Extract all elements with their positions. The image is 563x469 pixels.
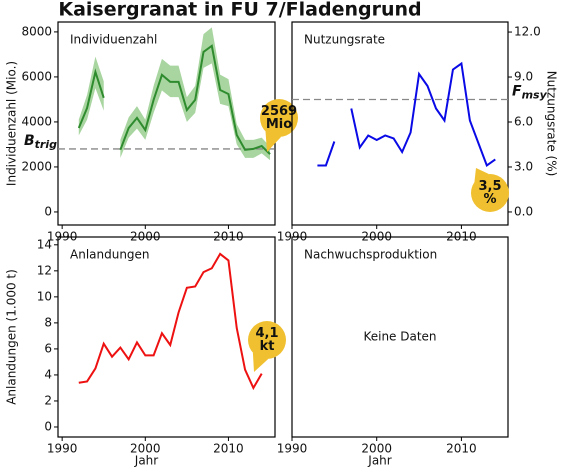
callout-bubble	[260, 99, 298, 137]
reference-label-sub: trig	[35, 138, 57, 151]
data-line	[77, 44, 271, 155]
y-axis-label: Nutzungsrate (%)	[545, 71, 559, 177]
panel-frame	[291, 21, 509, 226]
y-tick-label: 0	[44, 204, 52, 218]
y-axis-label: Individuenzahl (Mio.)	[5, 61, 19, 186]
chart-title: Kaisergranat in FU 7/Fladengrund	[58, 0, 421, 21]
y-tick-label: 12	[37, 263, 52, 277]
panel-frame	[57, 236, 276, 438]
x-tick-label: 2010	[446, 442, 477, 456]
y-tick-label: 3.0	[514, 159, 533, 173]
callout-bubble	[471, 174, 509, 212]
y-tick-label: 4	[44, 367, 52, 381]
x-axis-label: Jahr	[134, 454, 158, 468]
x-axis-label: Jahr	[367, 454, 391, 468]
callout-bubble	[248, 321, 286, 359]
panel-title: Nachwuchsproduktion	[304, 248, 437, 262]
x-tick-label: 2000	[361, 442, 392, 456]
confidence-band	[120, 27, 271, 161]
callout-text: kt	[260, 339, 275, 354]
y-tick-label: 8000	[21, 24, 52, 38]
callout-text: %	[483, 192, 496, 207]
confidence-band	[78, 56, 104, 136]
callout-text: Mio	[266, 117, 292, 132]
reference-label-sub: msy	[522, 89, 548, 102]
note: Keine Daten	[363, 330, 436, 344]
callout-text: 2569	[261, 104, 297, 119]
reference-label: Fmsy	[512, 84, 548, 102]
reference-label: Btrig	[24, 133, 57, 151]
callout-text: 3,5	[478, 179, 501, 194]
y-tick-label: 10	[37, 289, 52, 303]
y-tick-label: 0	[44, 419, 52, 433]
y-tick-label: 2000	[21, 159, 52, 173]
y-tick-label: 6.0	[514, 115, 533, 129]
y-tick-label: 2	[44, 393, 52, 407]
y-tick-label: 12.0	[514, 25, 541, 39]
callout-text: 4,1	[255, 326, 278, 341]
reference-label-main: B	[24, 133, 35, 149]
y-tick-label: 0.0	[514, 204, 533, 218]
panel-title: Nutzungsrate	[304, 33, 385, 47]
panel-frame	[57, 21, 276, 226]
y-tick-label: 9.0	[514, 70, 533, 84]
y-tick-label: 6	[44, 341, 52, 355]
panel-frame	[291, 236, 509, 438]
y-tick-label: 6000	[21, 69, 52, 83]
y-tick-label: 4000	[21, 114, 52, 128]
x-tick-label: 2010	[213, 442, 244, 456]
reference-label-main: F	[512, 84, 522, 100]
y-axis-label: Anlandungen (1.000 t)	[5, 269, 19, 405]
y-tick-label: 14	[37, 237, 52, 251]
panel-title: Individuenzahl	[70, 33, 157, 47]
y-tick-label: 8	[44, 315, 52, 329]
x-tick-label: 1990	[277, 442, 308, 456]
panel-title: Anlandungen	[70, 248, 150, 262]
data-line	[78, 252, 263, 391]
x-tick-label: 2000	[130, 442, 161, 456]
x-tick-label: 1990	[47, 442, 78, 456]
data-line	[317, 61, 496, 168]
